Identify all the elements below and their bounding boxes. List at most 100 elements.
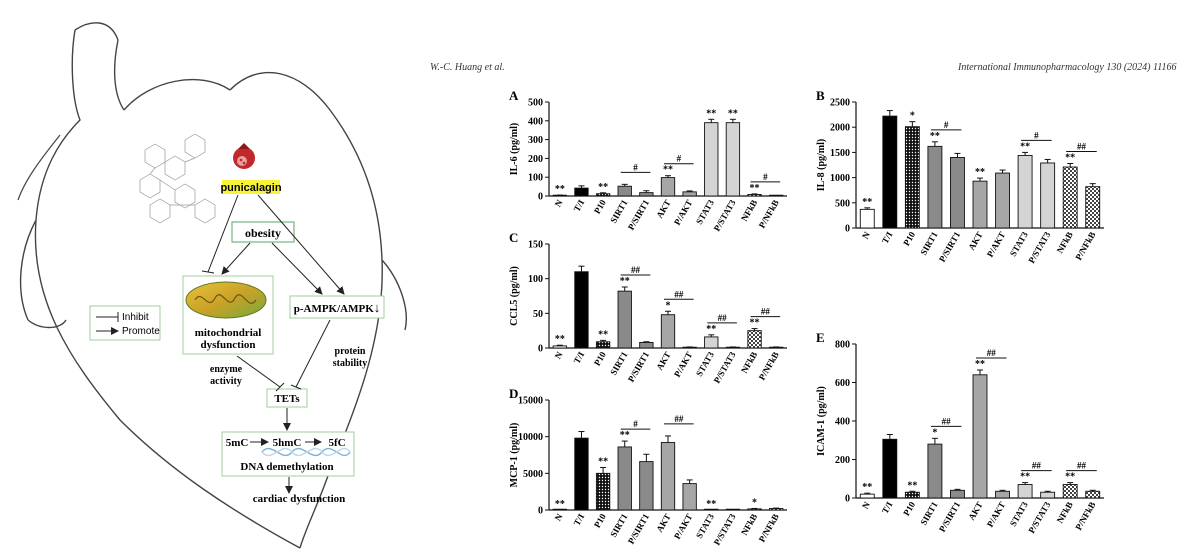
bar xyxy=(927,443,943,499)
x-tick-label: T/I xyxy=(572,350,587,366)
x-tick-label: P/AKT xyxy=(985,230,1007,259)
bar xyxy=(747,194,762,197)
y-tick-label: 2000 xyxy=(830,123,850,134)
bracket-label: # xyxy=(763,172,768,182)
bar xyxy=(927,145,943,229)
bracket-label: ## xyxy=(1077,461,1087,471)
bar xyxy=(660,177,676,197)
bar xyxy=(574,271,589,349)
x-tick-label: P/NFkB xyxy=(757,198,781,230)
chart-panel-a: A 0 100 200 300 400 500 IL-6 (pg/ml) ** N T/I ** P10… xyxy=(505,88,795,243)
bar xyxy=(574,187,589,197)
x-tick-label: P/SIRT1 xyxy=(626,512,652,546)
bracket-label: ## xyxy=(987,348,997,358)
bar xyxy=(725,122,741,197)
significance-label: ** xyxy=(862,197,872,208)
x-tick-label: T/I xyxy=(572,198,587,214)
x-tick-label: P/NFkB xyxy=(1073,230,1097,262)
significance-label: ** xyxy=(750,183,760,194)
y-tick-label: 200 xyxy=(835,455,850,466)
bar xyxy=(1040,491,1056,499)
x-tick-label: AKT xyxy=(966,230,984,252)
y-axis-label: IL-8 (pg/ml) xyxy=(816,139,827,192)
x-tick-label: NFkB xyxy=(739,198,759,223)
y-tick-label: 100 xyxy=(528,274,543,285)
y-tick-label: 100 xyxy=(528,173,543,184)
bracket-label: # xyxy=(633,162,638,172)
5fc-label: 5fC xyxy=(328,437,345,449)
x-tick-label: P/AKT xyxy=(985,500,1007,529)
x-tick-label: P10 xyxy=(592,350,608,368)
bracket-label: ## xyxy=(674,414,684,424)
bracket-label: # xyxy=(633,419,638,429)
y-tick-label: 400 xyxy=(835,417,850,428)
bar xyxy=(1085,186,1101,229)
x-tick-label: STAT3 xyxy=(1008,230,1030,259)
x-tick-label: SIRT1 xyxy=(918,500,940,527)
significance-label: ** xyxy=(975,359,985,370)
x-tick-label: N xyxy=(553,512,565,523)
bar xyxy=(704,336,719,349)
x-tick-label: T/I xyxy=(572,512,587,528)
ampk-label: p-AMPK/AMPK↓ xyxy=(294,300,381,315)
bracket-label: ## xyxy=(718,313,728,323)
significance-label: ** xyxy=(1065,152,1075,163)
bracket-label: ## xyxy=(761,307,771,317)
header-journal: International Immunopharmacology 130 (20… xyxy=(958,62,1177,73)
x-tick-label: NFkB xyxy=(1055,500,1075,525)
bracket-label: # xyxy=(944,120,949,130)
y-tick-label: 2500 xyxy=(830,98,850,109)
significance-label: ** xyxy=(1020,141,1030,152)
significance-label: ** xyxy=(706,108,716,119)
chart-panel-c: C 0 50 100 150 CCL5 (pg/ml) ** N T/I ** P10 ** SIRT1… xyxy=(505,230,795,395)
x-tick-label: P/SIRT1 xyxy=(626,350,652,384)
bar xyxy=(639,342,654,349)
x-tick-label: P/SIRT1 xyxy=(937,230,963,264)
bracket-label: ## xyxy=(674,289,684,299)
x-tick-label: P/AKT xyxy=(672,512,694,541)
significance-label: * xyxy=(910,111,915,122)
panel-letter: C xyxy=(509,230,518,245)
bracket-label: ## xyxy=(942,416,952,426)
y-tick-label: 10000 xyxy=(518,432,543,443)
y-tick-label: 50 xyxy=(533,309,543,320)
enzyme-label-1: enzyme xyxy=(210,364,243,375)
bar xyxy=(660,442,676,511)
chart-panel-b: B 0 500 1000 1500 2000 2500 IL-8 (pg/ml) ** N T/I *… xyxy=(812,88,1112,275)
significance-label: ** xyxy=(555,184,565,195)
x-tick-label: AKT xyxy=(966,500,984,522)
significance-label: ** xyxy=(598,329,608,340)
panel-letter: A xyxy=(509,88,519,103)
y-tick-label: 15000 xyxy=(518,396,543,407)
y-tick-label: 800 xyxy=(835,340,850,351)
x-tick-label: NFkB xyxy=(739,512,759,537)
significance-label: ** xyxy=(728,108,738,119)
pomegranate-icon xyxy=(233,143,255,169)
y-tick-label: 200 xyxy=(528,154,543,165)
bar xyxy=(950,489,965,499)
bar xyxy=(617,185,632,197)
bar xyxy=(595,472,611,511)
x-tick-label: P/NFkB xyxy=(757,512,781,544)
x-tick-label: STAT3 xyxy=(694,512,716,541)
y-tick-label: 150 xyxy=(528,240,543,251)
x-tick-label: P/STAT3 xyxy=(1026,230,1052,265)
bar xyxy=(574,437,589,511)
panel-letter: B xyxy=(816,88,825,103)
dna-demethylation-label: DNA demethylation xyxy=(240,461,333,473)
y-tick-label: 300 xyxy=(528,135,543,146)
bar xyxy=(595,341,611,349)
x-tick-label: T/I xyxy=(880,500,895,516)
punicalagin-structure xyxy=(139,133,216,224)
bar xyxy=(617,446,632,511)
bar xyxy=(1062,484,1078,499)
bracket-label: ## xyxy=(1077,141,1087,151)
x-tick-label: P10 xyxy=(592,512,608,530)
significance-label: * xyxy=(666,300,671,311)
y-tick-label: 500 xyxy=(835,198,850,209)
x-tick-label: NFkB xyxy=(739,350,759,375)
mechanism-diagram: punicalagin obesity mitochondrial dysfun… xyxy=(17,22,407,549)
y-axis-label: IL-6 (pg/ml) xyxy=(509,123,520,176)
legend-promote: Promote xyxy=(122,326,160,337)
heart-outline xyxy=(19,22,407,549)
